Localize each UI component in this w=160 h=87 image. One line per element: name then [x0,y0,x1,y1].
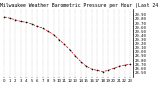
Text: Milwaukee Weather Barometric Pressure per Hour (Last 24 Hours): Milwaukee Weather Barometric Pressure pe… [0,3,160,8]
